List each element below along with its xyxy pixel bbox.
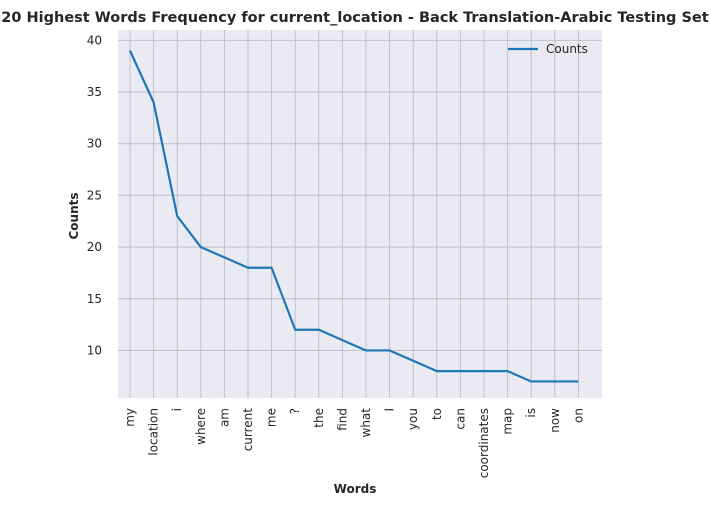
y-axis-ticks: 10 15 20 25 30 35 40 [87,33,102,357]
x-tick-label: the [312,408,326,428]
y-tick-label: 15 [87,292,102,306]
y-tick-label: 10 [87,343,102,357]
x-tick-label: can [453,408,467,430]
series-line [128,50,579,383]
x-tick-label: am [217,408,231,427]
series-layer [128,50,579,383]
y-tick-label: 20 [87,240,102,254]
x-axis-label: Words [334,482,377,496]
x-tick-label: now [548,408,562,433]
plot-area [118,30,602,398]
x-tick-label: what [359,408,373,438]
legend: Counts [508,42,588,56]
x-tick-label: ? [288,408,302,414]
y-tick-label: 40 [87,33,102,47]
legend-label: Counts [546,42,588,56]
x-tick-label: is [524,408,538,418]
y-axis-label: Counts [67,192,81,239]
x-tick-label: you [406,408,420,430]
x-tick-label: on [571,408,585,423]
grid-lines [118,30,602,398]
x-tick-label: location [147,408,161,456]
x-tick-label: map [501,408,515,435]
y-tick-label: 35 [87,85,102,99]
chart-title: 20 Highest Words Frequency for current_l… [1,10,708,26]
x-tick-label: find [335,408,349,431]
x-tick-label: me [265,408,279,427]
y-tick-label: 25 [87,188,102,202]
x-tick-label: where [194,408,208,445]
y-tick-label: 30 [87,137,102,151]
x-tick-label: i [170,408,184,411]
x-tick-label: current [241,408,255,452]
x-tick-label: my [123,408,137,427]
x-tick-label: to [430,408,444,420]
x-tick-label: I [383,408,397,412]
x-axis-ticks: my location i where am current me? the find what I… [123,408,585,479]
x-tick-label: coordinates [477,408,491,478]
